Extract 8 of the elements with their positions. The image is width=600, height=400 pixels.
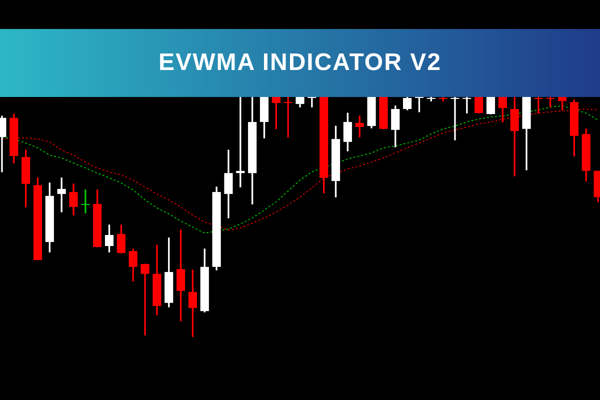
candlestick bbox=[57, 178, 66, 212]
candlestick bbox=[284, 97, 292, 138]
candlestick bbox=[438, 97, 448, 102]
candlestick bbox=[450, 97, 460, 140]
candlestick bbox=[308, 97, 316, 108]
chart-title: EVWMA INDICATOR V2 bbox=[0, 29, 600, 97]
candlestick bbox=[140, 264, 150, 336]
candlestick bbox=[534, 97, 543, 114]
